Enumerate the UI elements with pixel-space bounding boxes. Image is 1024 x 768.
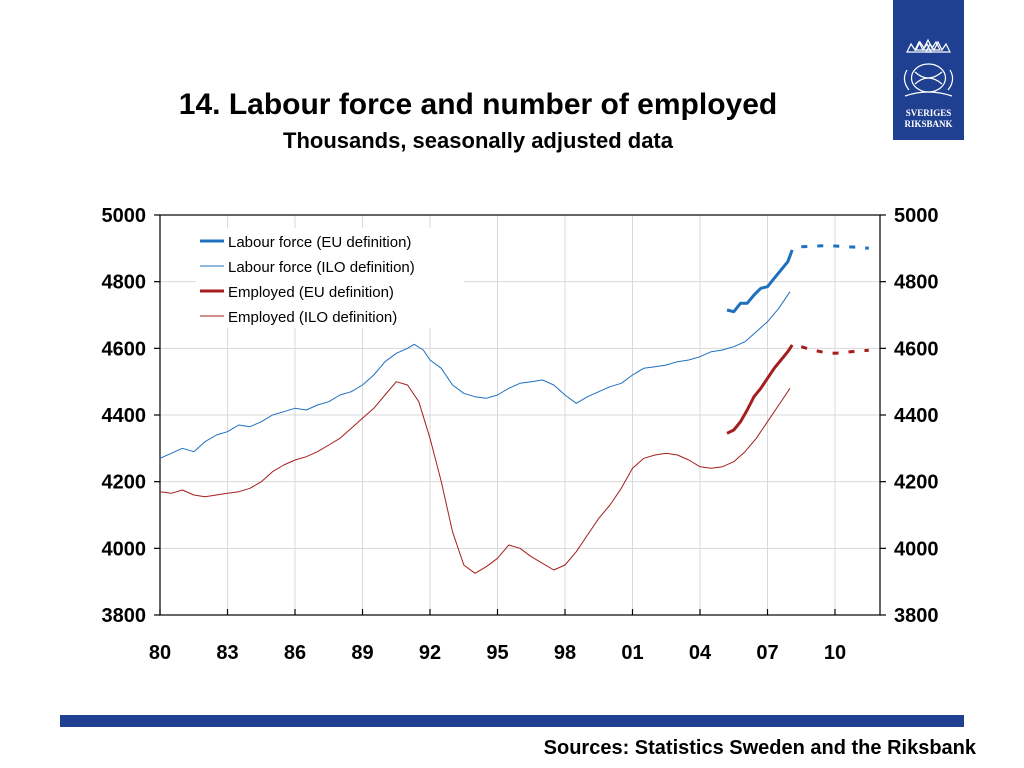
riksbank-logo: SVERIGES RIKSBANK	[893, 0, 964, 140]
x-tick-label: 10	[824, 642, 846, 664]
series-line-0	[726, 249, 794, 314]
legend-label: Employed (EU definition)	[228, 284, 394, 301]
series-line-1	[801, 244, 869, 250]
series-line-2	[159, 291, 791, 459]
series-line-3	[726, 344, 794, 435]
y-tick-label-right: 4200	[894, 472, 939, 494]
chart-title: 14. Labour force and number of employed	[178, 88, 778, 121]
x-tick-label: 92	[419, 642, 441, 664]
y-tick-label-right: 4000	[894, 538, 939, 560]
chart-legend: Labour force (EU definition) Labour force…	[196, 228, 464, 328]
logo-line2: RIKSBANK	[904, 119, 953, 129]
chart-series	[159, 244, 869, 574]
y-tick-label-right: 4600	[894, 338, 939, 360]
legend-label: Labour force (EU definition)	[228, 234, 411, 251]
y-tick-label-left: 4800	[102, 272, 147, 294]
x-tick-label: 83	[216, 642, 238, 664]
legend-label: Employed (ILO definition)	[228, 309, 397, 326]
x-tick-label: 80	[149, 642, 171, 664]
y-tick-label-left: 5000	[102, 205, 147, 227]
x-tick-label: 98	[554, 642, 576, 664]
x-tick-label: 01	[621, 642, 643, 664]
footer-bar	[60, 715, 964, 727]
x-tick-label: 89	[351, 642, 373, 664]
chart-subtitle: Thousands, seasonally adjusted data	[283, 128, 673, 153]
y-tick-label-right: 3800	[894, 605, 939, 627]
legend-background	[196, 228, 464, 328]
y-tick-label-right: 5000	[894, 205, 939, 227]
series-line-5	[159, 381, 791, 574]
riksbank-crest-icon	[903, 38, 954, 97]
y-tick-label-left: 3800	[102, 605, 147, 627]
x-tick-label: 95	[486, 642, 508, 664]
y-tick-label-right: 4400	[894, 405, 939, 427]
sources-note: Sources: Statistics Sweden and the Riksb…	[543, 737, 976, 759]
line-chart: 3800 3800 4000 4000 4200 4200 4400 4400 4600 4600…	[102, 205, 939, 664]
x-tick-label: 04	[689, 642, 712, 664]
y-tick-label-right: 4800	[894, 272, 939, 294]
chart-ticks: 3800 3800 4000 4000 4200 4200 4400 4400 4600 4600…	[102, 205, 939, 664]
y-tick-label-left: 4000	[102, 538, 147, 560]
x-tick-label: 86	[284, 642, 306, 664]
y-tick-label-left: 4400	[102, 405, 147, 427]
legend-label: Labour force (ILO definition)	[228, 259, 415, 276]
series-line-4	[800, 345, 869, 355]
y-tick-label-left: 4600	[102, 338, 147, 360]
x-tick-label: 07	[756, 642, 778, 664]
y-tick-label-left: 4200	[102, 472, 147, 494]
logo-line1: SVERIGES	[905, 108, 952, 118]
